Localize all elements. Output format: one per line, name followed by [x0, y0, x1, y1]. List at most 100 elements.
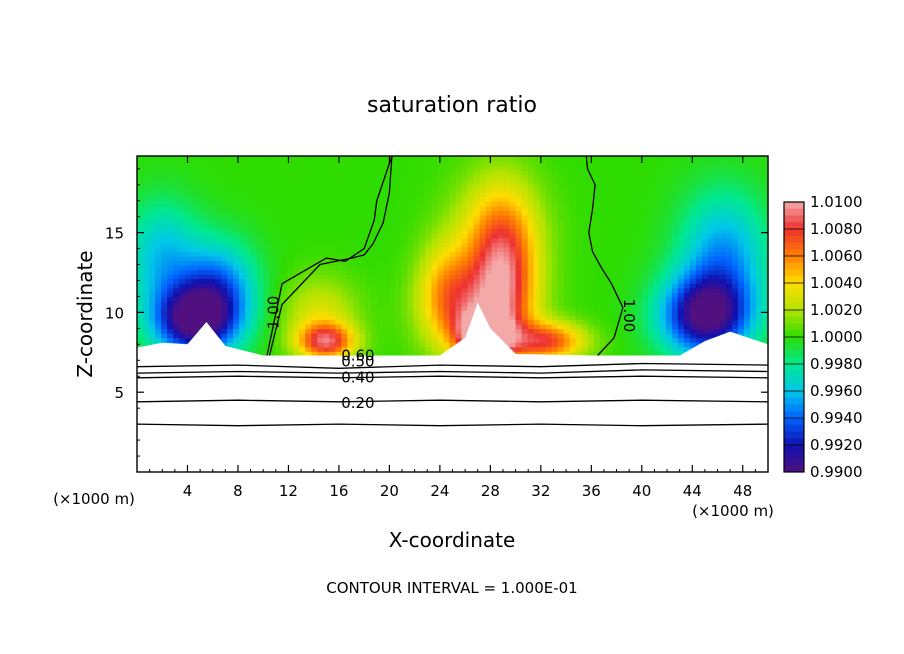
field-cell	[737, 160, 745, 166]
field-cell	[431, 301, 439, 307]
field-cell	[689, 342, 697, 348]
field-cell	[359, 274, 366, 280]
field-cell	[167, 274, 174, 280]
field-cell	[581, 156, 589, 162]
field-cell	[653, 342, 661, 348]
field-cell	[539, 346, 547, 352]
field-cell	[335, 319, 342, 325]
field-cell	[191, 156, 198, 162]
field-cell	[557, 278, 565, 284]
field-cell	[365, 196, 372, 202]
field-cell	[389, 169, 397, 175]
field-cell	[413, 246, 421, 252]
field-cell	[407, 224, 415, 230]
field-cell	[497, 269, 505, 275]
field-cell	[683, 328, 691, 334]
colorbar-swatch	[784, 323, 804, 331]
field-cell	[413, 323, 421, 330]
field-cell	[203, 169, 210, 175]
field-cell	[419, 269, 427, 275]
field-cell	[491, 178, 499, 184]
field-cell	[557, 283, 565, 289]
field-cell	[431, 196, 439, 202]
field-cell	[593, 215, 601, 221]
field-cell	[197, 192, 204, 198]
colorbar-swatch	[784, 343, 804, 351]
field-cell	[425, 165, 433, 171]
field-cell	[269, 296, 276, 302]
field-cell	[191, 183, 198, 189]
field-cell	[575, 305, 583, 311]
field-cell	[659, 237, 667, 243]
field-cell	[683, 314, 691, 321]
field-cell	[461, 183, 469, 189]
field-cell	[305, 283, 312, 289]
field-cell	[407, 346, 415, 352]
field-cell	[683, 228, 691, 234]
field-cell	[461, 160, 469, 166]
field-cell	[605, 224, 613, 230]
field-cell	[575, 174, 583, 180]
field-cell	[587, 269, 595, 275]
field-cell	[599, 251, 607, 257]
field-cell	[371, 156, 378, 162]
field-cell	[167, 301, 174, 307]
field-cell	[611, 205, 619, 212]
field-cell	[641, 328, 649, 334]
field-cell	[311, 333, 318, 339]
field-cell	[281, 319, 288, 325]
field-cell	[257, 342, 264, 348]
field-cell	[221, 301, 228, 307]
field-cell	[725, 274, 733, 280]
field-cell	[665, 296, 673, 302]
field-cell	[473, 215, 481, 221]
field-cell	[647, 237, 655, 243]
field-cell	[161, 305, 168, 311]
field-cell	[539, 174, 547, 180]
field-cell	[539, 210, 547, 216]
field-cell	[455, 287, 463, 293]
field-cell	[341, 292, 348, 298]
field-cell	[539, 255, 547, 262]
field-cell	[239, 287, 246, 293]
field-cell	[437, 351, 445, 357]
field-cell	[593, 310, 601, 316]
field-cell	[365, 296, 372, 302]
field-cell	[431, 215, 439, 221]
field-cell	[431, 178, 439, 184]
field-cell	[419, 187, 427, 193]
field-cell	[353, 165, 360, 171]
field-cell	[293, 169, 300, 175]
field-cell	[263, 219, 270, 225]
field-cell	[185, 183, 192, 189]
field-cell	[251, 237, 258, 243]
field-cell	[635, 237, 643, 243]
field-cell	[539, 301, 547, 307]
field-cell	[509, 183, 517, 189]
field-cell	[701, 255, 709, 262]
field-cell	[725, 219, 733, 225]
field-cell	[155, 156, 162, 162]
field-cell	[725, 174, 733, 180]
field-cell	[293, 251, 300, 257]
field-cell	[605, 287, 613, 293]
field-cell	[323, 328, 330, 334]
field-cell	[455, 301, 463, 307]
field-cell	[191, 287, 198, 293]
field-cell	[335, 287, 342, 293]
field-cell	[749, 296, 757, 302]
field-cell	[251, 187, 258, 193]
field-cell	[431, 328, 439, 334]
field-cell	[659, 205, 667, 212]
field-cell	[623, 296, 631, 302]
field-cell	[659, 156, 667, 162]
field-cell	[449, 251, 457, 257]
field-cell	[305, 219, 312, 225]
field-cell	[443, 169, 451, 175]
field-cell	[617, 219, 625, 225]
field-cell	[755, 287, 763, 293]
field-cell	[731, 264, 739, 271]
x-tick-label: 12	[279, 482, 298, 500]
field-cell	[251, 165, 258, 171]
field-cell	[527, 156, 535, 162]
